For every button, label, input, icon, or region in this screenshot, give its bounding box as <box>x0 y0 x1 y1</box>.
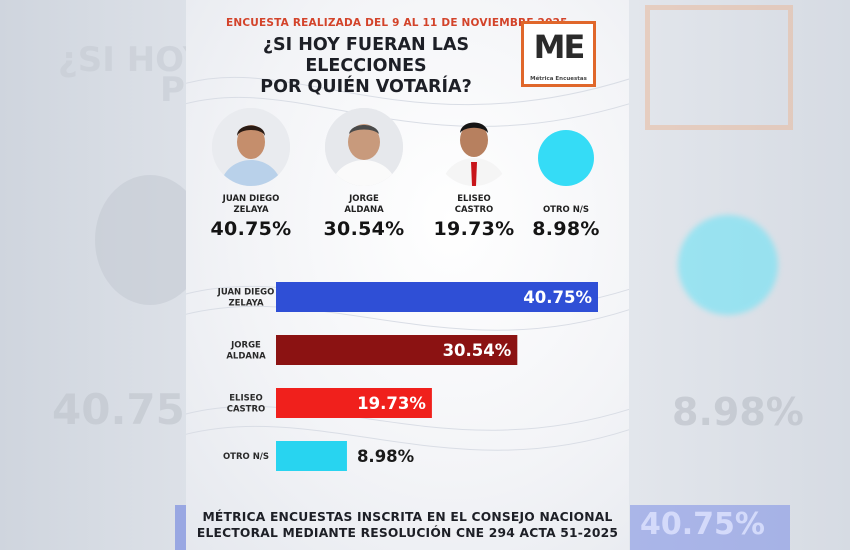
ghost-right-bar-label: 40.75% <box>640 507 765 542</box>
poll-card: ENCUESTA REALIZADA DEL 9 AL 11 DE NOVIEM… <box>186 0 629 550</box>
bar <box>276 335 518 365</box>
category-label: JORGE ALDANA <box>226 341 266 362</box>
castro-photo <box>435 108 513 186</box>
question-line-1: ¿SI HOY FUERAN LAS ELECCIONES <box>262 35 470 76</box>
category-label: ELISEO CASTRO <box>227 394 266 415</box>
category-label: OTRO N/S <box>223 452 269 462</box>
footer-line-1: MÉTRICA ENCUESTAS INSCRITA EN EL CONSEJO… <box>202 510 613 524</box>
zelaya-photo <box>212 108 290 186</box>
bar <box>276 282 598 312</box>
candidate-percent: 19.73% <box>433 218 515 240</box>
bar-value-label: 30.54% <box>443 341 512 360</box>
candidate-name: JUAN DIEGO ZELAYA <box>222 194 280 215</box>
ghost-left-bar <box>175 505 187 550</box>
footer-line-2: ELECTORAL MEDIANTE RESOLUCIÓN CNE 294 AC… <box>196 526 619 540</box>
category-label: JUAN DIEGO ZELAYA <box>217 288 275 309</box>
ghost-otro-circle <box>678 215 778 315</box>
footer-disclaimer: MÉTRICA ENCUESTAS INSCRITA EN EL CONSEJO… <box>186 509 629 541</box>
bar <box>276 388 432 418</box>
vote-bar-chart: JUAN DIEGO ZELAYA 40.75% JORGE ALDANA 30.54% E… <box>217 282 598 471</box>
candidate-otro: OTRO N/S 8.98% <box>516 108 616 240</box>
candidate-zelaya: JUAN DIEGO ZELAYA 40.75% <box>201 108 301 240</box>
candidate-aldana: JORGE ALDANA 30.54% <box>314 108 414 240</box>
question-line-2: POR QUIÉN VOTARÍA? <box>260 77 472 97</box>
candidate-percent: 40.75% <box>210 218 292 240</box>
bar-value-label: 8.98% <box>357 447 415 466</box>
ghost-right-bar <box>630 505 790 550</box>
logo-mark: ME <box>533 28 586 66</box>
otro-circle-icon <box>538 130 594 186</box>
logo-brand: Métrica Encuestas <box>530 76 587 82</box>
bar-value-label: 40.75% <box>523 288 592 307</box>
page-title: ¿SI HOY FUERAN LAS ELECCIONES POR QUIÉN … <box>216 35 516 98</box>
ghost-right-percent: 8.98% <box>672 390 804 434</box>
ghost-logo <box>645 5 793 130</box>
candidate-percent: 30.54% <box>323 218 405 240</box>
ghost-question-1: ¿SI HOY <box>58 40 208 80</box>
bar-value-label: 19.73% <box>357 394 426 413</box>
candidate-name: JORGE ALDANA <box>344 194 384 215</box>
candidate-name: OTRO N/S <box>542 205 590 215</box>
survey-dates: ENCUESTA REALIZADA DEL 9 AL 11 DE NOVIEM… <box>226 17 568 29</box>
candidate-percent: 8.98% <box>532 218 600 240</box>
bar <box>276 441 347 471</box>
candidate-name: ELISEO CASTRO <box>454 194 494 215</box>
metrica-logo: ME Métrica Encuestas <box>521 21 596 87</box>
candidate-castro: ELISEO CASTRO 19.73% <box>424 108 524 240</box>
aldana-photo <box>325 108 403 186</box>
